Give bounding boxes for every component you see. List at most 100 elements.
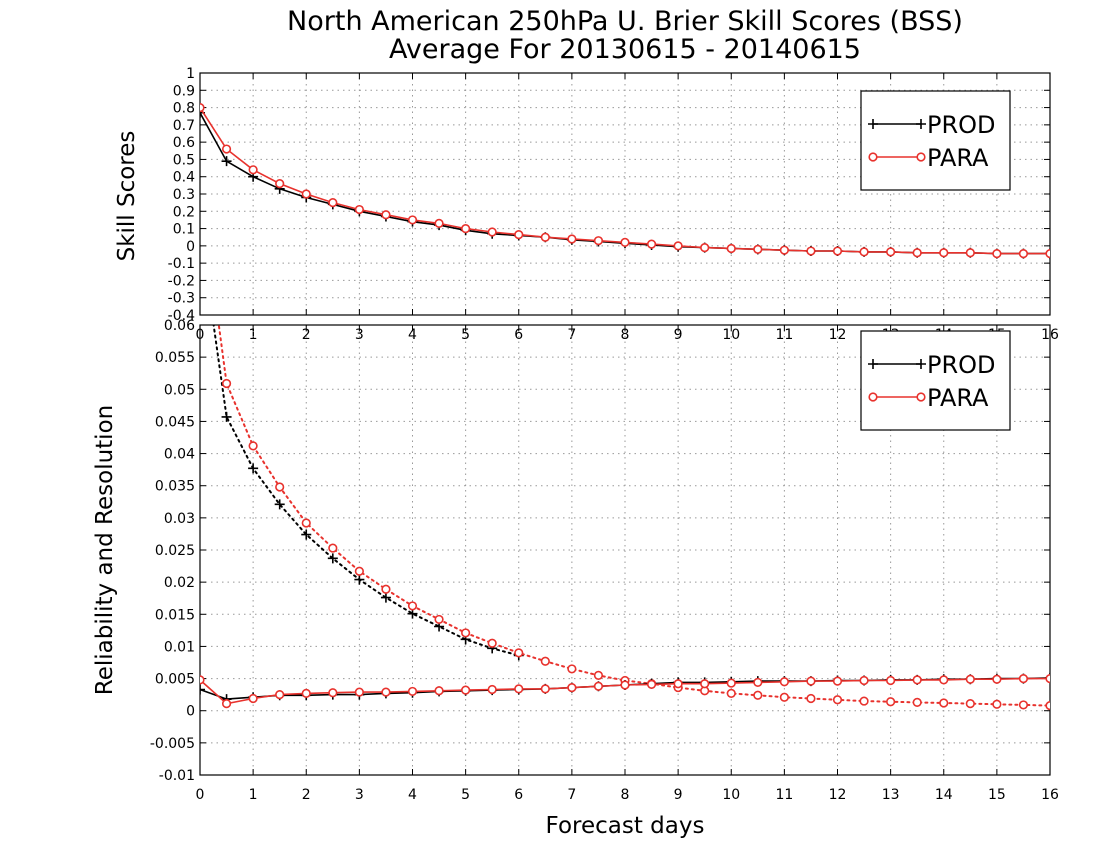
top-y-tick-label: 0.2 xyxy=(173,204,195,220)
bottom-point-para-dotted xyxy=(779,692,789,702)
bottom-x-tick-label: 9 xyxy=(674,787,683,803)
bottom-point-para-dotted xyxy=(221,378,232,389)
top-point-para-solid xyxy=(593,236,604,246)
top-point-para-solid xyxy=(1045,249,1050,259)
top-x-tick-label: 1 xyxy=(249,327,258,343)
bottom-point-para-dotted xyxy=(328,543,338,553)
top-point-para-solid xyxy=(673,241,683,251)
bottom-x-tick-label: 0 xyxy=(196,787,205,803)
bottom-point-para-solid xyxy=(593,681,604,691)
top-point-para-solid xyxy=(381,210,391,220)
bottom-x-tick-label: 5 xyxy=(461,787,470,803)
bottom-point-para-solid xyxy=(753,677,763,688)
top-x-tick-label: 6 xyxy=(514,327,523,343)
bottom-point-para-solid xyxy=(673,679,683,689)
bottom-point-para-solid xyxy=(779,677,789,687)
bottom-y-tick-label: 0.055 xyxy=(155,350,195,366)
top-point-para-solid xyxy=(567,234,577,244)
bottom-point-para-solid xyxy=(540,684,550,694)
bottom-x-tick-label: 15 xyxy=(988,787,1006,803)
bottom-legend-label-prod: PROD xyxy=(927,351,996,379)
top-y-axis-label: Skill Scores xyxy=(114,131,140,262)
bottom-point-prod-solid xyxy=(200,684,205,695)
bottom-point-para-dotted xyxy=(461,628,471,638)
bottom-point-para-dotted xyxy=(912,697,922,707)
bottom-legend-marker-prod xyxy=(868,359,878,369)
bottom-point-prod-dotted xyxy=(327,553,338,564)
bottom-point-prod-dotted xyxy=(380,592,391,603)
bottom-x-tick-label: 12 xyxy=(829,787,847,803)
bottom-y-tick-label: 0.005 xyxy=(155,672,195,688)
bottom-y-axis-label: Reliability and Resolution xyxy=(92,405,118,695)
top-y-tick-label: 0.6 xyxy=(173,135,195,151)
top-y-tick-label: 0 xyxy=(186,239,195,255)
bottom-x-tick-label: 10 xyxy=(722,787,740,803)
top-x-tick-label: 5 xyxy=(461,327,470,343)
top-point-para-solid xyxy=(328,198,338,208)
bottom-point-para-solid xyxy=(939,675,949,685)
top-y-tick-label: 0.7 xyxy=(173,118,195,134)
bottom-legend-marker-prod xyxy=(916,359,926,369)
bottom-point-para-solid xyxy=(301,688,311,698)
bottom-point-para-dotted xyxy=(859,696,869,706)
top-point-para-solid xyxy=(646,239,657,249)
top-y-tick-label: -0.1 xyxy=(168,256,195,272)
top-x-tick-label: 11 xyxy=(775,327,793,343)
top-x-tick-label: 2 xyxy=(302,327,311,343)
bottom-point-para-solid xyxy=(248,693,258,704)
bottom-x-tick-label: 2 xyxy=(302,787,311,803)
bottom-y-tick-label: 0.06 xyxy=(164,318,195,334)
top-y-tick-label: -0.3 xyxy=(168,291,195,307)
top-point-para-solid xyxy=(859,247,869,257)
bottom-point-prod-dotted xyxy=(354,574,365,585)
bottom-point-para-solid xyxy=(200,675,205,685)
bottom-series-line-para-dotted xyxy=(217,325,1050,707)
bottom-point-para-solid xyxy=(886,675,896,686)
top-x-tick-label: 12 xyxy=(829,327,847,343)
top-x-tick-label: 10 xyxy=(722,327,740,343)
bottom-point-para-dotted xyxy=(806,693,816,704)
bottom-point-para-solid xyxy=(806,676,816,686)
bottom-point-prod-dotted xyxy=(274,499,285,510)
top-x-tick-label: 8 xyxy=(621,327,630,343)
bottom-point-para-solid xyxy=(567,682,577,693)
bottom-point-para-solid xyxy=(1018,673,1029,684)
bottom-legend-marker-para xyxy=(916,392,926,402)
bottom-point-para-solid xyxy=(328,688,338,698)
top-legend-label-para: PARA xyxy=(927,144,989,172)
bottom-point-para-dotted xyxy=(1018,700,1029,710)
top-y-tick-label: 0.3 xyxy=(173,187,195,203)
bottom-x-tick-label: 1 xyxy=(249,787,258,803)
bottom-x-tick-label: 7 xyxy=(567,787,576,803)
bottom-point-para-dotted xyxy=(832,695,843,705)
bottom-point-prod-dotted xyxy=(248,463,259,474)
bottom-point-para-dotted xyxy=(275,482,285,492)
top-point-para-solid xyxy=(939,248,949,258)
bottom-point-para-solid xyxy=(832,676,843,686)
top-y-tick-label: 0.4 xyxy=(173,170,195,186)
x-axis-label: Forecast days xyxy=(546,813,705,839)
bottom-point-para-dotted xyxy=(301,518,311,528)
bottom-point-para-solid xyxy=(354,687,364,697)
bottom-point-para-solid xyxy=(1045,673,1050,684)
bottom-y-tick-label: 0.025 xyxy=(155,543,195,559)
top-point-para-solid xyxy=(248,165,258,175)
bottom-point-para-solid xyxy=(912,675,922,685)
bottom-y-tick-label: -0.005 xyxy=(150,736,195,752)
bottom-series-group xyxy=(200,325,1050,711)
chart-title-line2: Average For 20130615 - 20140615 xyxy=(389,34,861,65)
top-point-para-solid xyxy=(779,245,789,255)
chart-title-line1: North American 250hPa U. Brier Skill Sco… xyxy=(287,6,963,37)
top-point-para-solid xyxy=(832,246,843,256)
bottom-point-para-dotted xyxy=(965,699,975,709)
bottom-point-para-solid xyxy=(461,685,471,695)
bottom-y-tick-label: 0.015 xyxy=(155,607,195,623)
bottom-point-para-dotted xyxy=(248,441,258,451)
bottom-point-para-dotted xyxy=(514,648,524,658)
bottom-point-para-solid xyxy=(434,686,444,696)
top-legend-marker-para xyxy=(868,152,878,162)
top-y-tick-label: 0.9 xyxy=(173,83,195,99)
bottom-point-para-dotted xyxy=(381,584,391,594)
bottom-legend-box xyxy=(860,330,1011,431)
bottom-x-tick-label: 16 xyxy=(1041,787,1059,803)
